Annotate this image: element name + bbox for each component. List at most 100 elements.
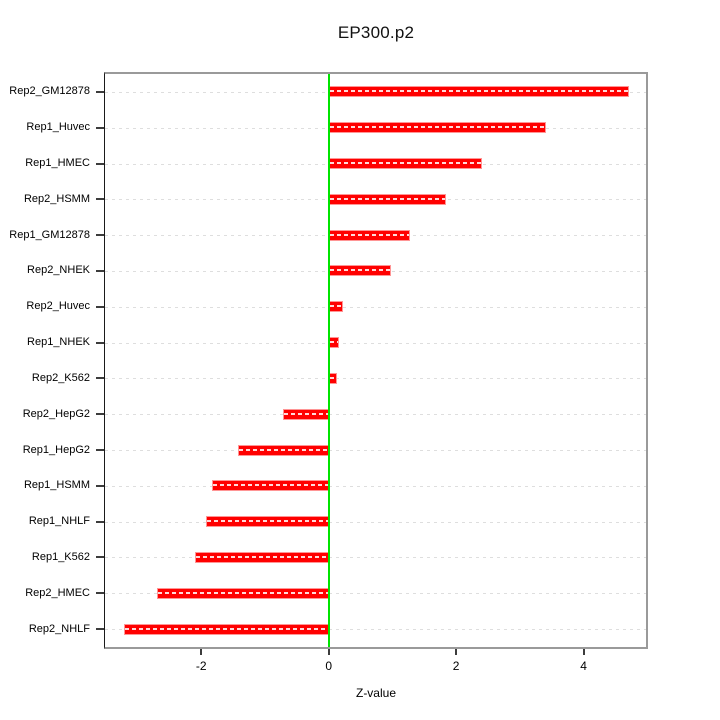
y-tick-mark — [96, 198, 104, 201]
bar-row — [105, 361, 646, 397]
bar-grid-overlay — [329, 162, 482, 165]
y-tick-label: Rep1_K562 — [31, 550, 90, 563]
y-tick-mark — [96, 592, 104, 595]
bar — [328, 301, 343, 313]
bar-grid-overlay — [329, 197, 445, 200]
bar-grid-overlay — [125, 627, 328, 630]
bar — [212, 480, 329, 492]
y-tick-mark — [96, 90, 104, 93]
bar — [328, 265, 392, 277]
bar-grid-overlay — [329, 90, 628, 93]
bar-grid-overlay — [329, 233, 410, 236]
gridline — [105, 593, 646, 595]
y-tick-label: Rep2_HMEC — [25, 586, 90, 599]
gridline — [105, 378, 646, 380]
y-tick-mark — [96, 484, 104, 487]
y-tick-mark — [96, 269, 104, 272]
bar — [328, 122, 546, 134]
bar-grid-overlay — [207, 520, 328, 523]
x-tick-mark — [455, 649, 458, 655]
bar — [195, 551, 329, 563]
y-tick-mark — [96, 377, 104, 380]
x-tick-label: 2 — [452, 659, 460, 673]
y-tick-label: Rep1_NHEK — [27, 336, 90, 349]
y-tick-mark — [96, 234, 104, 237]
y-tick-label: Rep2_NHLF — [28, 622, 90, 635]
gridline — [105, 521, 646, 523]
y-tick-mark — [96, 126, 104, 129]
gridline — [105, 557, 646, 559]
y-tick-label: Rep1_HMEC — [25, 157, 90, 170]
gridline — [105, 629, 646, 631]
chart-title: EP300.p2 — [337, 23, 415, 42]
bar — [328, 193, 446, 205]
bar-row — [105, 181, 646, 217]
bar — [328, 229, 411, 241]
y-tick-label: Rep1_NHLF — [28, 515, 90, 528]
bar-row — [105, 74, 646, 110]
gridline — [105, 450, 646, 452]
bar-row — [105, 253, 646, 289]
gridline — [105, 485, 646, 487]
bar-grid-overlay — [284, 412, 328, 415]
x-tick-mark — [327, 649, 330, 655]
bar-grid-overlay — [329, 269, 391, 272]
bar-row — [105, 110, 646, 146]
bar — [156, 587, 329, 599]
bar — [328, 158, 483, 170]
gridline — [105, 414, 646, 416]
bar-row — [105, 289, 646, 325]
bar-grid-overlay — [157, 591, 328, 594]
x-tick-label: 0 — [325, 659, 332, 673]
bar-row — [105, 611, 646, 647]
gridline — [105, 306, 646, 308]
y-tick-label: Rep1_HSMM — [23, 479, 90, 492]
y-tick-mark — [96, 628, 104, 631]
bar-row — [105, 432, 646, 468]
x-tick-label: 4 — [580, 659, 587, 673]
bar — [283, 408, 329, 420]
x-tick-mark — [582, 649, 585, 655]
bar-row — [105, 325, 646, 361]
bar-row — [105, 540, 646, 576]
bar-grid-overlay — [196, 555, 328, 558]
bar-row — [105, 146, 646, 182]
y-tick-mark — [96, 449, 104, 452]
gridline — [105, 342, 646, 344]
y-tick-mark — [96, 162, 104, 165]
y-tick-mark — [96, 556, 104, 559]
y-tick-label: Rep2_K562 — [31, 371, 90, 384]
bar-row — [105, 217, 646, 253]
bar-grid-overlay — [239, 448, 328, 451]
y-tick-mark — [96, 305, 104, 308]
bar — [206, 516, 329, 528]
bar — [328, 86, 629, 98]
bar — [124, 623, 329, 635]
y-tick-label: Rep2_Huvec — [26, 300, 90, 313]
x-tick-mark — [200, 649, 203, 655]
bar-row — [105, 504, 646, 540]
x-axis-title: Z-value — [355, 686, 396, 700]
y-tick-mark — [96, 413, 104, 416]
y-tick-mark — [96, 520, 104, 523]
zero-line — [327, 74, 330, 647]
bar-grid-overlay — [329, 376, 336, 379]
bar — [328, 372, 337, 384]
bar-row — [105, 575, 646, 611]
y-tick-mark — [96, 341, 104, 344]
y-tick-label: Rep1_HepG2 — [22, 443, 90, 456]
bar-grid-overlay — [329, 305, 342, 308]
bar-grid-overlay — [329, 126, 545, 129]
y-tick-label: Rep2_NHEK — [27, 264, 90, 277]
y-tick-label: Rep2_GM12878 — [9, 85, 90, 98]
bar-grid-overlay — [213, 484, 328, 487]
bar-row — [105, 396, 646, 432]
bar — [238, 444, 329, 456]
y-tick-label: Rep2_HepG2 — [22, 407, 90, 420]
bar-row — [105, 468, 646, 504]
plot-area — [104, 72, 648, 649]
x-tick-label: -2 — [195, 659, 207, 673]
y-tick-label: Rep2_HSMM — [23, 192, 90, 205]
y-tick-label: Rep1_GM12878 — [9, 228, 90, 241]
